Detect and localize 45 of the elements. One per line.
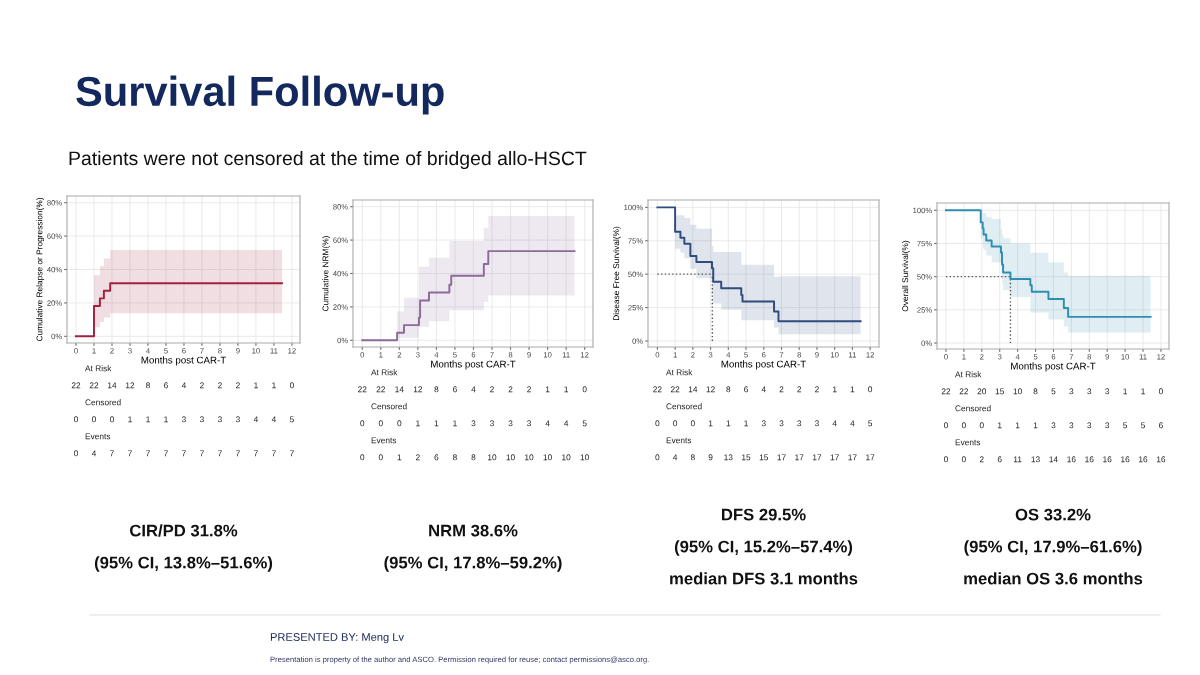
y-axis-title: Overall Survival(%) — [902, 240, 910, 312]
text: Patients were not censored at the time of bridged allo-HSCT — [69, 150, 587, 170]
text: median OS 3.6 months — [964, 572, 1143, 585]
x-axis-title: Months post CAR-T — [431, 360, 516, 370]
text: Censored — [85, 399, 121, 406]
text: 22 22 14 12 8 6 4 2 2 2 1 1 0 — [358, 386, 587, 393]
text: 0 0 1 2 6 8 8 10 10 10 10 10 10 — [360, 454, 589, 461]
text: PRESENTED BY: Meng Lv — [270, 633, 404, 644]
text: CIR/PD 31.8% — [130, 524, 238, 537]
text: At Risk — [371, 369, 398, 376]
text: 0 4 7 7 7 7 7 7 7 7 7 7 7 — [74, 450, 294, 457]
text: Censored — [371, 403, 407, 410]
text: 0 4 8 9 13 15 15 17 17 17 17 17 17 — [655, 454, 875, 461]
text: Events — [85, 433, 111, 440]
text: Events — [666, 437, 692, 444]
text: DFS 29.5% — [722, 508, 806, 521]
text: 22 22 20 15 10 8 5 3 3 3 1 1 0 — [941, 388, 1163, 395]
text: (95% CI, 17.9%–61.6%) — [964, 540, 1142, 556]
x-axis-title: Months post CAR-T — [1011, 362, 1096, 372]
text: 0 0 0 1 1 1 3 3 3 3 4 4 5 — [74, 416, 294, 423]
text: 0 0 0 1 1 1 3 3 3 3 4 4 5 — [655, 420, 873, 427]
text: 0 0 0 1 1 1 3 3 3 3 5 5 6 — [943, 422, 1163, 429]
text: (95% CI, 15.2%–57.4%) — [674, 540, 853, 556]
text: Censored — [955, 405, 991, 412]
text: At Risk — [955, 371, 982, 378]
text: NRM 38.6% — [429, 524, 518, 537]
text: 0 0 2 6 11 13 14 16 16 16 16 16 16 — [943, 456, 1166, 463]
text: Survival Follow-up — [76, 75, 444, 115]
text: At Risk — [85, 365, 112, 372]
text: OS 33.2% — [1015, 508, 1091, 521]
x-axis-title: Months post CAR-T — [721, 360, 806, 370]
text: Events — [371, 437, 397, 444]
y-axis-title: Disease Free Survival(%) — [613, 226, 621, 321]
y-axis-title: Cumulative NRM(%) — [322, 236, 331, 312]
text: Censored — [666, 403, 702, 410]
text: median DFS 3.1 months — [670, 572, 858, 585]
text: At Risk — [666, 369, 693, 376]
text: 22 22 14 12 8 6 4 2 2 2 1 1 0 — [71, 382, 294, 389]
text: Events — [955, 439, 981, 446]
text: (95% CI, 13.8%–51.6%) — [94, 556, 273, 572]
y-axis-title: Cumulative Relapse or Progression(%) — [36, 197, 45, 342]
x-axis-title: Months post CAR-T — [141, 356, 226, 366]
text: (95% CI, 17.8%–59.2%) — [384, 556, 562, 572]
text: 0 0 0 1 1 1 3 3 3 3 4 4 5 — [360, 420, 587, 427]
text: 22 22 14 12 8 6 4 2 2 2 1 1 0 — [653, 386, 873, 393]
